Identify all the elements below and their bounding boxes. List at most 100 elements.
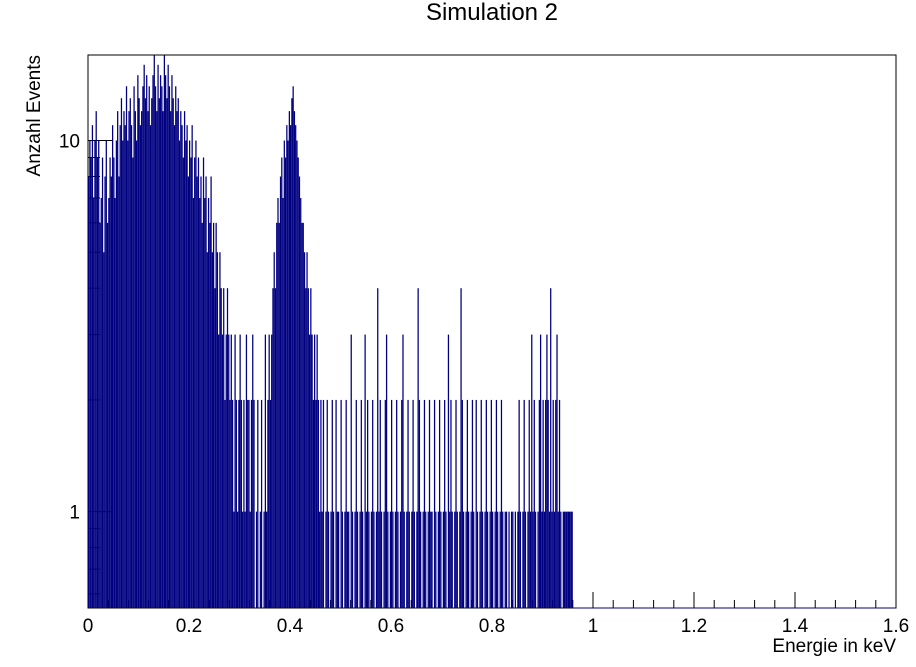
histogram-bin [287, 140, 289, 608]
histogram-bin [93, 198, 95, 608]
histogram-bin [224, 399, 226, 608]
histogram-bin [321, 511, 323, 608]
histogram-bin [238, 399, 240, 608]
histogram-bin [109, 157, 111, 609]
histogram-bin [450, 399, 452, 608]
histogram-bin [418, 399, 421, 608]
histogram-bin [250, 399, 253, 608]
histogram-bin [548, 511, 551, 608]
histogram-bin [553, 511, 556, 608]
histogram-bin [375, 511, 378, 608]
histogram-bin [178, 140, 181, 608]
histogram-bin [225, 334, 227, 608]
histogram-bin [401, 399, 403, 608]
histogram-bin [528, 399, 530, 608]
histogram-bin [454, 511, 456, 608]
histogram-bin [253, 399, 255, 608]
histogram-bin [315, 399, 317, 608]
histogram-bin [522, 511, 524, 608]
y-axis-ticks: 1 10 [59, 132, 80, 524]
histogram-bin [249, 511, 251, 608]
histogram-bin [117, 111, 119, 609]
histogram-bin [534, 511, 537, 608]
histogram-bin [219, 252, 221, 608]
histogram-bin [151, 98, 153, 608]
histogram-bin [468, 511, 470, 608]
histogram-bin [447, 334, 450, 608]
histogram-bin [435, 511, 437, 608]
histogram-bin [122, 140, 124, 608]
histogram-bin [226, 288, 229, 608]
histogram-bin [475, 399, 477, 608]
histogram-bin [556, 334, 558, 608]
histogram-bin [209, 222, 211, 609]
histogram-bin [327, 511, 330, 608]
histogram-bin [157, 64, 159, 608]
histogram-bin [144, 98, 147, 608]
histogram-bin [199, 198, 201, 608]
histogram-bin [336, 511, 338, 608]
histogram-bin [350, 334, 352, 608]
histogram-bin [552, 399, 554, 608]
histogram-bin [177, 98, 179, 608]
histogram-bin [295, 125, 297, 608]
histogram-bin [316, 334, 318, 608]
histogram-bin [205, 176, 207, 609]
histogram-bin [91, 125, 94, 608]
histogram-bin [210, 176, 212, 609]
histogram-bin [397, 511, 399, 608]
histogram-bin [529, 511, 532, 608]
histogram-bin [212, 222, 215, 609]
histogram-bin [284, 157, 287, 609]
histogram-bin [539, 334, 542, 608]
histogram-bin [379, 399, 381, 608]
histogram-bin [542, 399, 544, 608]
histogram-bin [153, 55, 155, 608]
histogram-bin [344, 511, 346, 608]
histogram-bin [152, 75, 154, 608]
histogram-bin [550, 288, 552, 608]
histogram-bin [417, 288, 419, 608]
histogram-bin [310, 288, 312, 608]
histogram-bin [367, 399, 369, 608]
histogram-bin [331, 399, 333, 608]
histogram-bin [173, 125, 176, 608]
histogram-bin [98, 140, 100, 608]
histogram-bin [428, 399, 431, 608]
histogram-bin [123, 111, 125, 609]
histogram-bin [396, 399, 398, 608]
x-tick-label: 1 [588, 616, 599, 637]
histogram-bin [180, 111, 182, 609]
histogram-bin [470, 511, 472, 608]
histogram-bin [189, 140, 191, 608]
histogram-bin [570, 511, 572, 608]
histogram-bin [252, 334, 254, 608]
histogram-bin [562, 511, 564, 608]
histogram-bin [167, 64, 169, 608]
histogram-bin [100, 198, 102, 608]
histogram-bin [569, 511, 571, 608]
histogram-bin [236, 511, 239, 608]
histogram-bin [461, 399, 463, 608]
histogram-bin [183, 111, 186, 609]
x-tick-label: 0 [83, 616, 94, 637]
histogram-bin [137, 75, 139, 608]
x-tick-label: 0.2 [176, 616, 202, 637]
histogram-bin [200, 176, 202, 609]
histogram-bin [257, 399, 259, 608]
histogram-bin [101, 157, 104, 609]
histogram-bin [214, 288, 216, 608]
histogram-bin [485, 399, 487, 608]
histogram-bin [272, 288, 274, 608]
histogram-bin [170, 111, 172, 609]
histogram-bin [156, 111, 158, 609]
histogram-bin [449, 511, 451, 608]
histogram-bin [95, 111, 97, 609]
histogram-bin [266, 511, 268, 608]
histogram-bin [206, 252, 208, 608]
histogram-bin [135, 140, 138, 608]
histogram-bin [490, 399, 492, 608]
histogram-bin [378, 511, 380, 608]
histogram-bin [466, 399, 469, 608]
histogram-bin [402, 334, 404, 608]
